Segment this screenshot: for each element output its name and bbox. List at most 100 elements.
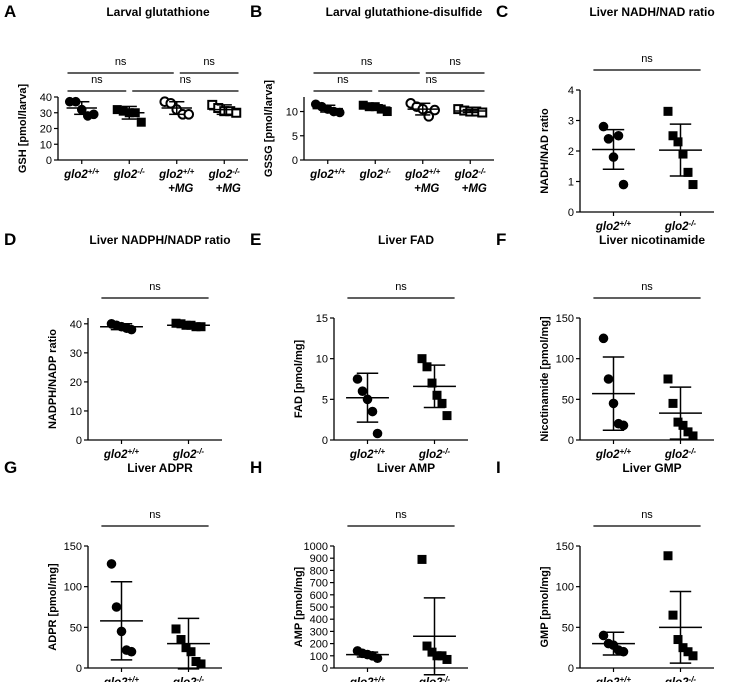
panel-letter: E xyxy=(250,230,261,249)
data-point xyxy=(442,411,452,421)
category-name: glo2 xyxy=(349,449,374,461)
category-name: glo2 xyxy=(103,449,128,461)
x-tick-label-line2: +MG xyxy=(462,183,487,195)
significance-label: ns xyxy=(395,281,407,293)
y-axis-label: GSH [pmol/larva] xyxy=(17,84,29,174)
x-tick-label: glo2+/+ xyxy=(595,447,632,462)
x-tick-label: glo2+/+ xyxy=(349,675,386,683)
panel: B Larval glutathione-disulfide GSSG [pmol/… xyxy=(250,2,494,195)
category-superscript: +/+ xyxy=(128,447,140,456)
x-tick-label: glo2-/- xyxy=(172,447,205,462)
y-axis-label: AMP [pmol/mg] xyxy=(293,566,305,647)
category-superscript: +/+ xyxy=(183,167,195,176)
y-tick-label: 0 xyxy=(76,663,82,675)
y-tick-label: 50 xyxy=(70,622,82,634)
data-point xyxy=(477,107,488,118)
data-point xyxy=(613,130,624,141)
y-tick-label: 0 xyxy=(76,435,82,447)
data-point xyxy=(111,602,122,612)
y-tick-label: 200 xyxy=(310,639,328,651)
data-point xyxy=(372,428,383,439)
data-point xyxy=(106,559,117,569)
x-tick-label: glo2-/- xyxy=(359,167,392,182)
category-name: glo2 xyxy=(172,677,197,682)
data-point xyxy=(618,420,629,431)
data-point xyxy=(668,131,678,141)
category-superscript: +/+ xyxy=(334,167,346,176)
panel-title: Liver nicotinamide xyxy=(599,233,705,247)
y-tick-label: 1000 xyxy=(304,541,328,553)
y-tick-label: 150 xyxy=(64,541,82,553)
panel-title: Liver NADH/NAD ratio xyxy=(589,5,714,19)
data-point xyxy=(678,420,688,430)
y-tick-label: 5 xyxy=(292,131,298,143)
significance-label: ns xyxy=(426,74,438,86)
data-point xyxy=(417,554,427,564)
category-superscript: -/- xyxy=(137,167,145,176)
y-tick-label: 150 xyxy=(556,313,574,325)
y-tick-label: 5 xyxy=(322,394,328,406)
data-point xyxy=(437,398,447,408)
y-tick-label: 700 xyxy=(310,578,328,590)
panel-letter: H xyxy=(250,458,262,477)
data-point xyxy=(598,630,609,641)
panel-letter: C xyxy=(496,2,508,21)
panel: H Liver AMP AMP [pmol/mg] 01002003004005006… xyxy=(250,458,468,687)
category-superscript: -/- xyxy=(689,219,697,228)
significance-label: ns xyxy=(203,56,215,68)
category-superscript: -/- xyxy=(443,675,451,683)
significance-label: ns xyxy=(641,509,653,521)
y-tick-label: 100 xyxy=(556,354,574,366)
y-tick-label: 0 xyxy=(292,155,298,167)
category-name: glo2 xyxy=(103,677,128,682)
x-tick-label: glo2-/- xyxy=(454,167,487,182)
significance-label: ns xyxy=(149,281,161,293)
data-point xyxy=(186,647,196,657)
y-tick-label: 15 xyxy=(316,313,328,325)
category-superscript: -/- xyxy=(689,675,697,683)
data-point xyxy=(668,610,678,620)
category-name: glo2 xyxy=(63,169,88,181)
x-tick-label: glo2+/+ xyxy=(158,167,195,182)
x-tick-label: glo2-/- xyxy=(664,675,697,683)
y-axis-label: GMP [pmol/mg] xyxy=(539,566,551,647)
y-tick-label: 0 xyxy=(46,155,52,167)
data-point xyxy=(683,167,693,177)
x-tick-label: glo2+/+ xyxy=(63,167,100,182)
y-axis-label: NADH/NAD ratio xyxy=(539,108,551,194)
y-tick-label: 30 xyxy=(40,108,52,120)
data-point xyxy=(382,107,392,117)
category-name: glo2 xyxy=(158,169,183,181)
y-tick-label: 40 xyxy=(40,92,52,104)
panel-title: Liver FAD xyxy=(378,233,434,247)
category-name: glo2 xyxy=(664,677,689,682)
category-name: glo2 xyxy=(172,449,197,461)
data-point xyxy=(176,635,186,645)
y-tick-label: 10 xyxy=(316,354,328,366)
x-tick-label: glo2+/+ xyxy=(595,675,632,683)
y-axis-label: ADPR [pmol/mg] xyxy=(47,563,59,651)
data-point xyxy=(688,651,698,661)
y-axis-label: Nicotinamide [pmol/mg] xyxy=(539,316,551,442)
data-point xyxy=(598,333,609,344)
x-tick-label: glo2-/- xyxy=(172,675,205,683)
category-name: glo2 xyxy=(349,677,374,682)
data-point xyxy=(352,374,363,384)
data-point xyxy=(231,107,242,118)
x-tick-label: glo2+/+ xyxy=(595,219,632,234)
data-point xyxy=(422,362,432,372)
panel-letter: D xyxy=(4,230,16,249)
category-name: glo2 xyxy=(664,221,689,233)
data-point xyxy=(663,551,673,561)
panel-title: Larval glutathione-disulfide xyxy=(326,5,483,19)
category-superscript: -/- xyxy=(689,447,697,456)
y-tick-label: 900 xyxy=(310,553,328,565)
y-tick-label: 1 xyxy=(568,177,574,189)
category-superscript: +/+ xyxy=(128,675,140,683)
x-tick-label-line2: +MG xyxy=(168,183,193,195)
panel-letter: A xyxy=(4,2,16,21)
y-axis-label: NADPH/NADP ratio xyxy=(47,329,59,429)
